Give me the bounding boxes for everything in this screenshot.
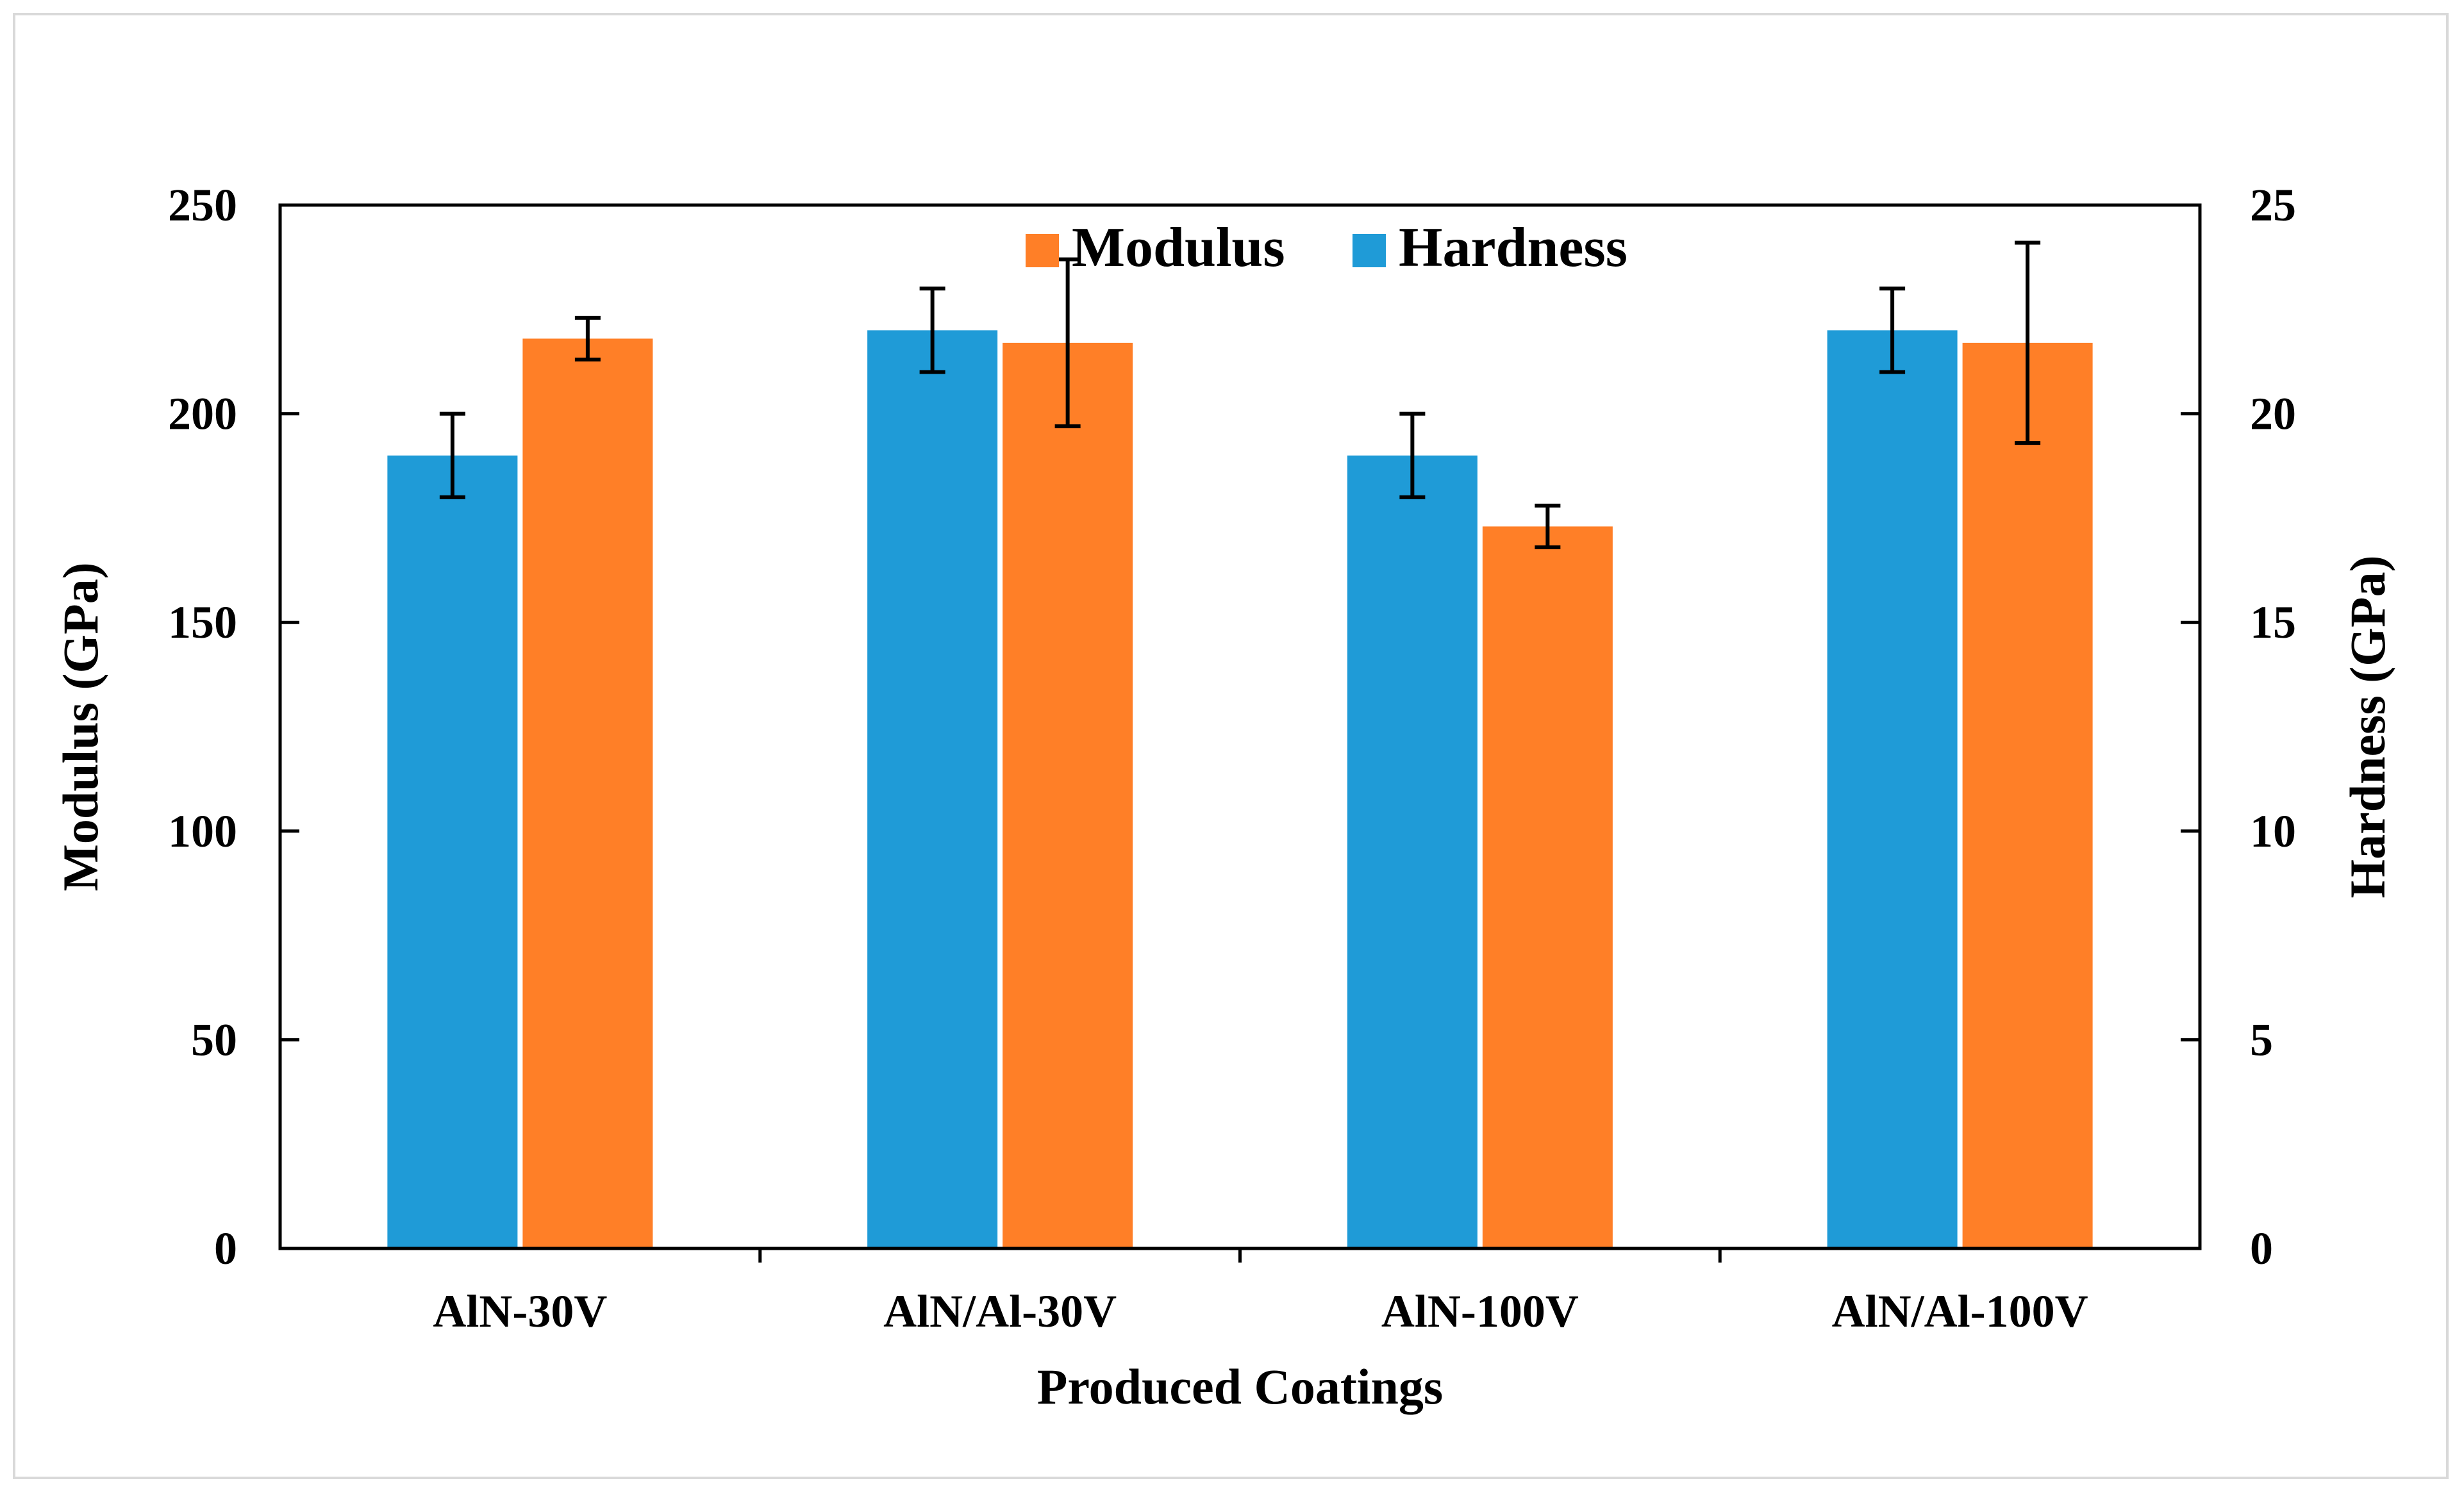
x-axis-label: Produced Coatings bbox=[1037, 1359, 1443, 1414]
error-bar-hardness-3 bbox=[1399, 411, 1426, 499]
bar-hardness-3 bbox=[1347, 455, 1478, 1248]
bar-modulus-1 bbox=[522, 338, 653, 1248]
error-bar-modulus-1 bbox=[574, 315, 601, 361]
error-bars-layer bbox=[439, 240, 2041, 549]
legend-label-hardness: Hardness bbox=[1399, 217, 1627, 279]
y-tick-label-right: 25 bbox=[2250, 179, 2296, 231]
legend-label-modulus: Modulus bbox=[1072, 217, 1285, 279]
y-axis-label-left: Modulus (GPa) bbox=[53, 562, 108, 891]
y-tick-label-left: 100 bbox=[168, 806, 237, 857]
y-tick-label-right: 10 bbox=[2250, 806, 2296, 857]
y-tick-label-right: 0 bbox=[2250, 1223, 2273, 1274]
error-bar-hardness-2 bbox=[919, 286, 945, 374]
bars-layer bbox=[387, 330, 2093, 1248]
legend-item-hardness: Hardness bbox=[1353, 217, 1627, 279]
bar-modulus-2 bbox=[1003, 342, 1133, 1248]
bar-hardness-2 bbox=[867, 330, 998, 1248]
x-tick-label-3: AlN-100V bbox=[1381, 1286, 1579, 1337]
y-tick-label-left: 0 bbox=[214, 1223, 237, 1274]
y-axis-label-right: Hardness (GPa) bbox=[2340, 555, 2395, 898]
error-bar-modulus-2 bbox=[1054, 257, 1081, 429]
error-bar-modulus-3 bbox=[1535, 503, 1561, 549]
y-tick-label-right: 5 bbox=[2250, 1014, 2273, 1065]
x-tick-label-2: AlN/Al-30V bbox=[883, 1286, 1117, 1337]
legend-swatch-modulus bbox=[1026, 234, 1059, 267]
bar-hardness-4 bbox=[1827, 330, 1958, 1248]
legend-swatch-hardness bbox=[1353, 234, 1386, 267]
bar-hardness-1 bbox=[387, 455, 518, 1248]
error-bar-hardness-4 bbox=[1879, 286, 1906, 374]
legend-item-modulus: Modulus bbox=[1026, 217, 1285, 279]
y-tick-label-left: 250 bbox=[168, 179, 237, 231]
bar-modulus-4 bbox=[1962, 342, 2093, 1248]
y-tick-label-left: 200 bbox=[168, 388, 237, 440]
bar-modulus-3 bbox=[1482, 526, 1613, 1248]
x-tick-label-4: AlN/Al-100V bbox=[1832, 1286, 2088, 1337]
ticks-layer: AlN-30V AlN/Al-30V AlN-100V AlN/Al-100V0501… bbox=[168, 179, 2296, 1337]
y-tick-label-left: 50 bbox=[191, 1014, 237, 1065]
y-tick-label-right: 20 bbox=[2250, 388, 2296, 440]
y-tick-label-right: 15 bbox=[2250, 597, 2296, 648]
y-tick-label-left: 150 bbox=[168, 597, 237, 648]
error-bar-modulus-4 bbox=[2015, 240, 2041, 445]
error-bar-hardness-1 bbox=[439, 411, 465, 499]
legend: Modulus Hardness bbox=[1026, 217, 1627, 279]
x-tick-label-1: AlN-30V bbox=[433, 1286, 607, 1337]
